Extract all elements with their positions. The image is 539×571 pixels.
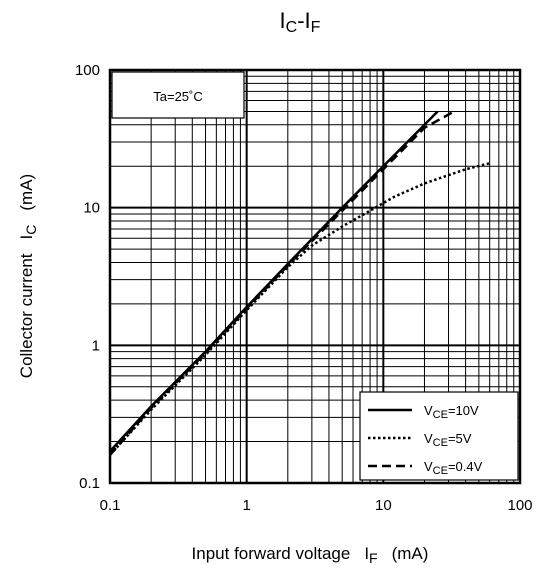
legend: VCE=10V VCE=5V VCE=0.4V: [359, 391, 519, 481]
x-tick-labels: 0.1 1 10 100: [100, 497, 533, 514]
x-axis-label-text: Input forward voltage: [192, 544, 351, 563]
x-axis-label: Input forward voltage IF (mA): [192, 544, 429, 566]
chart-title: IC-IF: [280, 8, 321, 36]
title-sep: -I: [297, 8, 310, 33]
x-tick-label: 1: [242, 497, 250, 514]
y-axis-label-sub: C: [23, 225, 39, 235]
annotation-text: Ta=25˚C: [153, 89, 203, 104]
annotation-box: Ta=25˚C: [111, 71, 245, 119]
legend-label: VCE=10V: [424, 403, 479, 421]
y-axis-label-text: Collector current: [17, 253, 36, 378]
y-tick-label: 10: [83, 200, 100, 217]
plot-frame: [108, 68, 522, 485]
y-axis-label: Collector current IC (mA): [17, 174, 39, 378]
x-tick-label: 10: [375, 497, 392, 514]
series-lines: [109, 110, 491, 456]
y-tick-label: 1: [92, 337, 100, 354]
series-line-dotted: [109, 162, 491, 456]
title-sub2: F: [311, 19, 321, 36]
x-axis-label-var: I: [364, 544, 369, 563]
x-tick-label: 0.1: [100, 497, 121, 514]
y-axis-label-unit: (mA): [17, 174, 36, 211]
x-axis-label-unit: (mA): [392, 544, 429, 563]
y-tick-label: 100: [75, 62, 100, 79]
legend-label: VCE=5V: [424, 431, 472, 449]
y-tick-label: 0.1: [79, 475, 100, 492]
title-main: I: [280, 8, 286, 33]
series-line-dashed: [109, 110, 455, 456]
x-tick-label: 100: [507, 497, 532, 514]
legend-label: VCE=0.4V: [424, 459, 483, 477]
grid: [109, 69, 521, 484]
title-sub1: C: [286, 19, 298, 36]
y-axis-label-var: I: [17, 235, 36, 240]
y-tick-labels: 0.1 1 10 100: [75, 62, 100, 492]
x-axis-label-sub: F: [369, 550, 378, 566]
